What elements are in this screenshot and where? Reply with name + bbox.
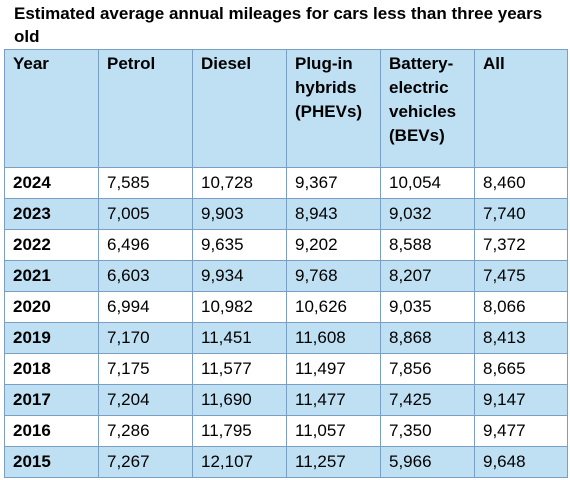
cell-bev: 8,588 — [380, 229, 475, 261]
header-year: Year — [4, 49, 99, 168]
cell-diesel: 11,451 — [192, 322, 287, 354]
cell-petrol: 7,267 — [98, 446, 193, 478]
header-phev: Plug-in hybrids (PHEVs) — [286, 49, 381, 168]
cell-all: 7,740 — [474, 198, 568, 230]
cell-year: 2016 — [4, 415, 99, 447]
cell-phev: 9,367 — [286, 167, 381, 199]
header-diesel: Diesel — [192, 49, 287, 168]
cell-bev: 7,350 — [380, 415, 475, 447]
table-row: 2023 7,005 9,903 8,943 9,032 7,740 — [4, 198, 568, 230]
table-row: 2024 7,585 10,728 9,367 10,054 8,460 — [4, 167, 568, 199]
cell-diesel: 12,107 — [192, 446, 287, 478]
table-row: 2018 7,175 11,577 11,497 7,856 8,665 — [4, 353, 568, 385]
table-title: Estimated average annual mileages for ca… — [14, 4, 543, 46]
cell-all: 8,665 — [474, 353, 568, 385]
cell-phev: 11,477 — [286, 384, 381, 416]
cell-petrol: 7,175 — [98, 353, 193, 385]
cell-bev: 7,425 — [380, 384, 475, 416]
mileage-table: Year Petrol Diesel Plug-in hybrids (PHEV… — [4, 49, 568, 478]
cell-year: 2019 — [4, 322, 99, 354]
cell-year: 2023 — [4, 198, 99, 230]
table-row: 2016 7,286 11,795 11,057 7,350 9,477 — [4, 415, 568, 447]
cell-year: 2018 — [4, 353, 99, 385]
cell-all: 9,648 — [474, 446, 568, 478]
cell-petrol: 7,286 — [98, 415, 193, 447]
table-row: 2015 7,267 12,107 11,257 5,966 9,648 — [4, 446, 568, 478]
cell-all: 9,477 — [474, 415, 568, 447]
table-row: 2019 7,170 11,451 11,608 8,868 8,413 — [4, 322, 568, 354]
cell-diesel: 11,795 — [192, 415, 287, 447]
cell-phev: 9,202 — [286, 229, 381, 261]
cell-year: 2021 — [4, 260, 99, 292]
table-body: 2024 7,585 10,728 9,367 10,054 8,460 202… — [4, 167, 568, 478]
cell-all: 9,147 — [474, 384, 568, 416]
cell-diesel: 9,934 — [192, 260, 287, 292]
cell-bev: 9,035 — [380, 291, 475, 323]
cell-petrol: 7,204 — [98, 384, 193, 416]
cell-petrol: 7,005 — [98, 198, 193, 230]
cell-diesel: 10,982 — [192, 291, 287, 323]
cell-all: 8,066 — [474, 291, 568, 323]
cell-year: 2020 — [4, 291, 99, 323]
cell-year: 2015 — [4, 446, 99, 478]
cell-diesel: 9,635 — [192, 229, 287, 261]
table-row: 2021 6,603 9,934 9,768 8,207 7,475 — [4, 260, 568, 292]
header-bev: Battery-electric vehicles (BEVs) — [380, 49, 475, 168]
cell-bev: 8,207 — [380, 260, 475, 292]
cell-petrol: 6,994 — [98, 291, 193, 323]
cell-year: 2017 — [4, 384, 99, 416]
table-row: 2017 7,204 11,690 11,477 7,425 9,147 — [4, 384, 568, 416]
cell-diesel: 11,690 — [192, 384, 287, 416]
cell-bev: 5,966 — [380, 446, 475, 478]
cell-bev: 8,868 — [380, 322, 475, 354]
table-row: 2022 6,496 9,635 9,202 8,588 7,372 — [4, 229, 568, 261]
cell-all: 8,413 — [474, 322, 568, 354]
cell-petrol: 6,603 — [98, 260, 193, 292]
cell-diesel: 10,728 — [192, 167, 287, 199]
cell-phev: 10,626 — [286, 291, 381, 323]
cell-diesel: 11,577 — [192, 353, 287, 385]
cell-petrol: 6,496 — [98, 229, 193, 261]
cell-phev: 8,943 — [286, 198, 381, 230]
cell-phev: 11,497 — [286, 353, 381, 385]
cell-phev: 11,608 — [286, 322, 381, 354]
cell-bev: 7,856 — [380, 353, 475, 385]
cell-phev: 11,057 — [286, 415, 381, 447]
cell-bev: 9,032 — [380, 198, 475, 230]
cell-bev: 10,054 — [380, 167, 475, 199]
cell-phev: 11,257 — [286, 446, 381, 478]
table-row: 2020 6,994 10,982 10,626 9,035 8,066 — [4, 291, 568, 323]
table-header: Year Petrol Diesel Plug-in hybrids (PHEV… — [4, 49, 568, 168]
cell-all: 7,372 — [474, 229, 568, 261]
cell-petrol: 7,585 — [98, 167, 193, 199]
cell-diesel: 9,903 — [192, 198, 287, 230]
cell-petrol: 7,170 — [98, 322, 193, 354]
cell-phev: 9,768 — [286, 260, 381, 292]
cell-all: 8,460 — [474, 167, 568, 199]
cell-year: 2024 — [4, 167, 99, 199]
header-row: Year Petrol Diesel Plug-in hybrids (PHEV… — [4, 49, 568, 168]
header-petrol: Petrol — [98, 49, 193, 168]
cell-year: 2022 — [4, 229, 99, 261]
header-all: All — [474, 49, 568, 168]
cell-all: 7,475 — [474, 260, 568, 292]
